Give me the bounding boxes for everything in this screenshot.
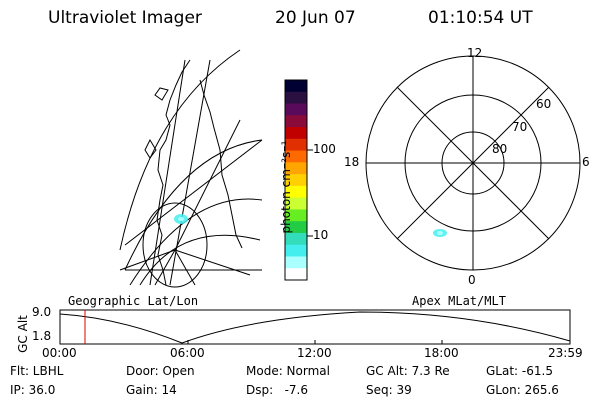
status-gc-alt: GC Alt: 7.3 Re bbox=[366, 364, 450, 378]
map-aurora-core bbox=[178, 217, 184, 221]
mlt-label-6: 6 bbox=[582, 155, 590, 169]
instrument-title: Ultraviolet Imager bbox=[48, 8, 202, 28]
polar-plot bbox=[365, 55, 581, 271]
colorbar-band bbox=[285, 138, 307, 152]
colorbar-band bbox=[285, 103, 307, 116]
colorbar-band bbox=[285, 197, 307, 210]
date-label: 20 Jun 07 bbox=[275, 8, 356, 28]
xtick-label-0000: 00:00 bbox=[42, 346, 77, 360]
colorbar-band bbox=[285, 221, 307, 234]
xtick-label-2359: 23:59 bbox=[548, 346, 583, 360]
colorbar-band bbox=[285, 127, 307, 140]
xtick-label-1200: 12:00 bbox=[297, 346, 332, 360]
timeline-right-title: Apex MLat/MLT bbox=[412, 294, 506, 308]
colorbar-band bbox=[285, 209, 307, 222]
colorbar-label-100: 100 bbox=[313, 142, 336, 156]
colorbar-band bbox=[285, 80, 307, 93]
ytick-1-8: 1.8 bbox=[32, 329, 52, 343]
status-mode: Mode: Normal bbox=[246, 364, 330, 378]
status-gain: Gain: 14 bbox=[126, 383, 177, 397]
xtick-label-1800: 18:00 bbox=[424, 346, 459, 360]
mlt-label-0: 0 bbox=[468, 273, 476, 287]
lat-label-60: 60 bbox=[536, 97, 552, 111]
colorbar-band bbox=[285, 232, 307, 246]
status-seq: Seq: 39 bbox=[366, 383, 412, 397]
xtick-label-0600: 06:00 bbox=[170, 346, 205, 360]
colorbar-label-10: 10 bbox=[313, 228, 329, 242]
colorbar-band bbox=[285, 256, 307, 269]
timeline-left-title: Geographic Lat/Lon bbox=[68, 294, 199, 308]
lat-label-80: 80 bbox=[492, 142, 508, 156]
colorbar-band bbox=[285, 162, 307, 175]
time-label: 01:10:54 UT bbox=[428, 8, 533, 28]
colorbar-band bbox=[285, 115, 307, 128]
mlt-label-18: 18 bbox=[344, 155, 360, 169]
lat-label-70: 70 bbox=[512, 120, 528, 134]
mlt-label-12: 12 bbox=[467, 46, 483, 60]
status-glon: GLon: 265.6 bbox=[486, 383, 559, 397]
altitude-curve bbox=[59, 311, 571, 344]
polar-aurora-core bbox=[437, 231, 443, 235]
status-filter: Flt: LBHL bbox=[10, 364, 64, 378]
polar-diagonal-2 bbox=[396, 86, 550, 240]
colorbar-frame bbox=[284, 79, 308, 281]
status-ip: IP: 36.0 bbox=[10, 383, 56, 397]
colorbar-band bbox=[285, 174, 307, 187]
ytick-9: 9.0 bbox=[32, 305, 52, 319]
timeline-ylabel: GC Alt bbox=[16, 315, 30, 353]
colorbar-band bbox=[285, 91, 307, 105]
colorbar-band bbox=[285, 185, 307, 199]
colorbar bbox=[285, 80, 307, 281]
status-glat: GLat: -61.5 bbox=[486, 364, 553, 378]
colorbar-band bbox=[285, 150, 307, 163]
status-dsp: Dsp: -7.6 bbox=[246, 383, 309, 397]
geographic-map bbox=[119, 49, 263, 288]
colorbar-unit-label: photon cm⁻²s⁻¹ bbox=[279, 140, 293, 234]
status-door: Door: Open bbox=[126, 364, 195, 378]
colorbar-band bbox=[285, 244, 307, 257]
colorbar-band bbox=[285, 268, 307, 281]
